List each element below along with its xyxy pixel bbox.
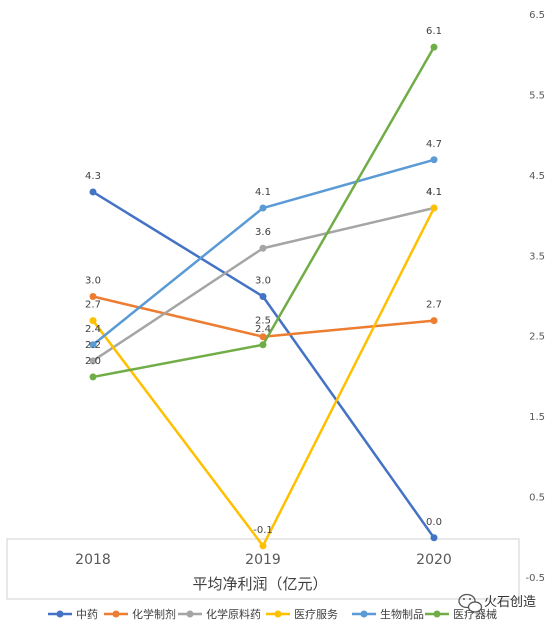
data-label: 2.7 bbox=[426, 300, 442, 311]
x-tick-label: 2018 bbox=[75, 552, 111, 568]
x-tick-label: 2020 bbox=[416, 552, 452, 568]
x-axis-frame bbox=[6, 538, 520, 600]
data-point bbox=[430, 156, 438, 164]
data-point bbox=[430, 317, 438, 325]
data-point bbox=[89, 293, 97, 300]
data-point bbox=[89, 341, 97, 349]
x-axis-title: 平均净利润（亿元） bbox=[192, 575, 327, 593]
legend: 中药 化学制剂 化学原料药 医疗服务 生物制品 医疗器械 bbox=[48, 607, 497, 621]
data-label: 2.7 bbox=[85, 300, 101, 311]
y-tick-label: 2.5 bbox=[529, 332, 545, 343]
y-tick-label: 3.5 bbox=[529, 251, 545, 262]
data-label: 2.2 bbox=[85, 340, 101, 351]
wechat-icon bbox=[458, 593, 483, 613]
data-label: 3.0 bbox=[85, 276, 101, 287]
data-label: 2.0 bbox=[85, 356, 101, 367]
y-axis-ticks: 6.5 5.5 4.5 3.5 2.5 1.5 0.5 -0.5 bbox=[525, 10, 545, 584]
data-label: -0.1 bbox=[253, 525, 273, 536]
data-label: 4.1 bbox=[426, 187, 442, 198]
data-label: 6.1 bbox=[426, 26, 442, 37]
series-line bbox=[92, 190, 436, 539]
legend-marker bbox=[56, 610, 64, 618]
data-point bbox=[259, 542, 267, 550]
y-tick-label: -0.5 bbox=[525, 573, 545, 584]
legend-label: 医疗器械 bbox=[453, 607, 497, 621]
data-point bbox=[259, 341, 267, 349]
data-point bbox=[89, 317, 97, 325]
series-line bbox=[92, 207, 436, 548]
data-label: 0.0 bbox=[426, 517, 442, 528]
data-label: 2.4 bbox=[255, 324, 271, 335]
y-tick-label: 1.5 bbox=[529, 412, 545, 423]
data-point bbox=[430, 43, 438, 51]
legend-marker bbox=[274, 610, 282, 618]
y-tick-label: 4.5 bbox=[529, 171, 545, 182]
watermark: 火石创造 bbox=[458, 593, 536, 613]
x-axis-ticks: 2018 2019 2020 bbox=[75, 552, 452, 568]
data-label: 4.1 bbox=[255, 187, 271, 198]
data-label: 2.5 bbox=[255, 316, 271, 327]
y-tick-label: 6.5 bbox=[529, 10, 545, 21]
data-label: 2.4 bbox=[85, 324, 101, 335]
data-label: 3.6 bbox=[255, 227, 271, 238]
data-point bbox=[259, 244, 267, 252]
legend-label: 中药 bbox=[76, 608, 98, 621]
data-label: 3.0 bbox=[255, 276, 271, 287]
y-tick-label: 5.5 bbox=[529, 90, 545, 101]
legend-marker bbox=[433, 610, 441, 618]
data-point bbox=[89, 188, 97, 196]
legend-label: 生物制品 bbox=[380, 607, 424, 621]
data-label: 4.1 bbox=[426, 187, 442, 198]
legend-label: 医疗服务 bbox=[294, 607, 338, 621]
data-point bbox=[259, 204, 267, 212]
legend-label: 化学制剂 bbox=[132, 607, 176, 621]
legend-marker bbox=[112, 610, 120, 618]
data-point bbox=[259, 293, 267, 300]
data-point bbox=[89, 357, 97, 365]
data-label: 4.3 bbox=[85, 171, 101, 182]
data-labels: 4.3 3.0 0.0 3.0 2.5 2.7 2.2 3.6 4.1 2.7 -0.1 4.1 2.4… bbox=[85, 26, 442, 536]
data-point bbox=[259, 333, 267, 341]
data-label: 4.7 bbox=[426, 139, 442, 150]
series-points bbox=[89, 43, 438, 550]
data-point bbox=[430, 534, 438, 542]
watermark-text: 火石创造 bbox=[484, 595, 536, 610]
data-point bbox=[89, 373, 97, 381]
legend-marker bbox=[360, 610, 368, 618]
legend-label: 化学原料药 bbox=[206, 607, 261, 621]
x-tick-label: 2019 bbox=[245, 552, 281, 568]
data-point bbox=[430, 204, 438, 212]
y-tick-label: 0.5 bbox=[529, 493, 545, 504]
legend-marker bbox=[186, 610, 194, 618]
